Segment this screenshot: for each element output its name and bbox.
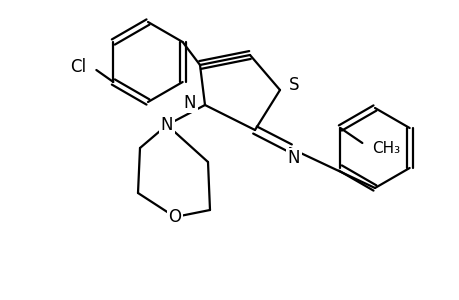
Text: O: O [168,208,181,226]
Text: N: N [160,116,173,134]
Text: Cl: Cl [70,58,86,76]
Text: N: N [183,94,196,112]
Text: N: N [287,149,300,167]
Text: S: S [288,76,299,94]
Text: CH₃: CH₃ [371,140,400,155]
